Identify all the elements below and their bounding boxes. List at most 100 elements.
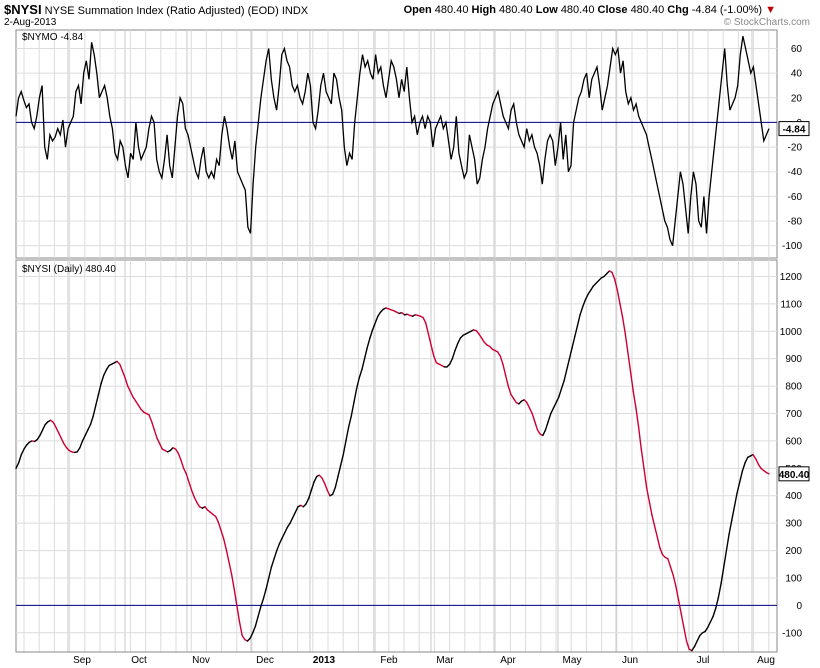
series-segment [590, 285, 595, 291]
series-segment [254, 615, 259, 627]
x-tick-label: Mar [436, 655, 454, 666]
y-tick-label: -100 [782, 241, 802, 252]
series-segment [217, 521, 222, 531]
series-segment [720, 566, 725, 585]
y-tick-label: 100 [785, 573, 802, 584]
series-segment [741, 462, 746, 472]
last-value-label: 480.40 [779, 470, 810, 481]
series-segment [156, 437, 161, 445]
series-segment [611, 271, 616, 280]
series-segment [653, 525, 658, 538]
series-segment [374, 315, 379, 324]
series-segment [222, 537, 227, 550]
series-segment [475, 330, 480, 335]
series-segment [449, 357, 454, 365]
series-segment [669, 566, 674, 576]
y-tick-label: 40 [791, 69, 803, 80]
series-segment [451, 349, 456, 360]
series-segment [723, 549, 728, 568]
series-segment [92, 404, 97, 417]
y-tick-label: -100 [782, 628, 802, 639]
series-segment [568, 347, 573, 360]
series-segment [41, 423, 46, 431]
series-segment [190, 489, 195, 498]
series-segment [307, 489, 313, 500]
series-segment [355, 377, 360, 390]
series-segment [337, 464, 342, 478]
down-arrow-icon: ▼ [765, 4, 776, 16]
series-segment [582, 299, 587, 308]
credit: © StockCharts.com [723, 17, 810, 28]
series-segment [273, 549, 278, 560]
series-segment [691, 645, 696, 652]
series-segment [709, 615, 714, 623]
series-segment [238, 621, 243, 637]
series-segment [84, 429, 89, 437]
series-segment [79, 440, 84, 449]
series-segment [707, 621, 712, 629]
series-segment [635, 407, 640, 428]
series-segment [656, 536, 661, 549]
series-segment [377, 311, 382, 317]
y-tick-label: 1000 [780, 327, 803, 338]
series-segment [744, 456, 749, 464]
series-segment [95, 393, 100, 406]
series-segment [100, 374, 105, 385]
series-segment [220, 529, 225, 539]
series-segment [150, 421, 156, 431]
last-value-box [778, 466, 810, 482]
series-segment [712, 607, 717, 618]
series-segment [204, 506, 209, 511]
series-segment [121, 370, 126, 379]
series-segment [230, 573, 235, 590]
high-label: High [471, 4, 496, 16]
series-segment [105, 364, 110, 371]
series-segment [715, 596, 720, 609]
chg-label: Chg [667, 4, 689, 16]
series-segment [675, 585, 680, 601]
series-segment [135, 400, 140, 406]
series-segment [752, 453, 757, 460]
chart-subheader: 2-Aug-2013 © StockCharts.com [4, 16, 816, 30]
date: 2-Aug-2013 [4, 17, 57, 28]
series-segment [249, 632, 254, 639]
series-segment [478, 333, 483, 339]
y-tick-label: 1200 [780, 272, 803, 283]
series-segment [693, 640, 698, 648]
last-value-box [778, 121, 810, 137]
series-segment [236, 604, 241, 623]
y-tick-label: 900 [785, 354, 802, 365]
series-segment [257, 606, 262, 618]
chart-header: $NYSI NYSE Summation Index (Ratio Adjust… [4, 2, 816, 18]
series-segment [757, 463, 762, 470]
series-segment [558, 388, 563, 398]
series-segment [574, 325, 579, 338]
y-tick-label: 400 [785, 491, 802, 502]
series-segment [97, 382, 102, 396]
series-segment [632, 390, 637, 409]
series-segment [55, 426, 60, 434]
panel-frame [15, 29, 778, 259]
series-segment [331, 486, 336, 496]
series-segment [648, 500, 653, 516]
series-segment [704, 626, 709, 633]
series-segment [454, 342, 459, 352]
series-segment [502, 363, 507, 376]
series-segment [456, 337, 462, 345]
y-tick-label: -20 [788, 143, 803, 154]
x-tick-label: 2013 [313, 655, 336, 666]
series-segment [20, 448, 25, 456]
series-segment [185, 473, 190, 483]
series-segment [680, 612, 685, 629]
low-value: 480.40 [560, 4, 595, 16]
series-segment [536, 429, 541, 435]
series-segment [643, 467, 648, 489]
series-segment [63, 442, 68, 449]
series-segment [499, 355, 504, 365]
series-segment [725, 533, 730, 552]
series-segment [119, 363, 124, 372]
series-segment [528, 407, 533, 415]
series-segment [619, 303, 624, 319]
series-segment [281, 532, 286, 539]
y-tick-label: 200 [785, 546, 802, 557]
